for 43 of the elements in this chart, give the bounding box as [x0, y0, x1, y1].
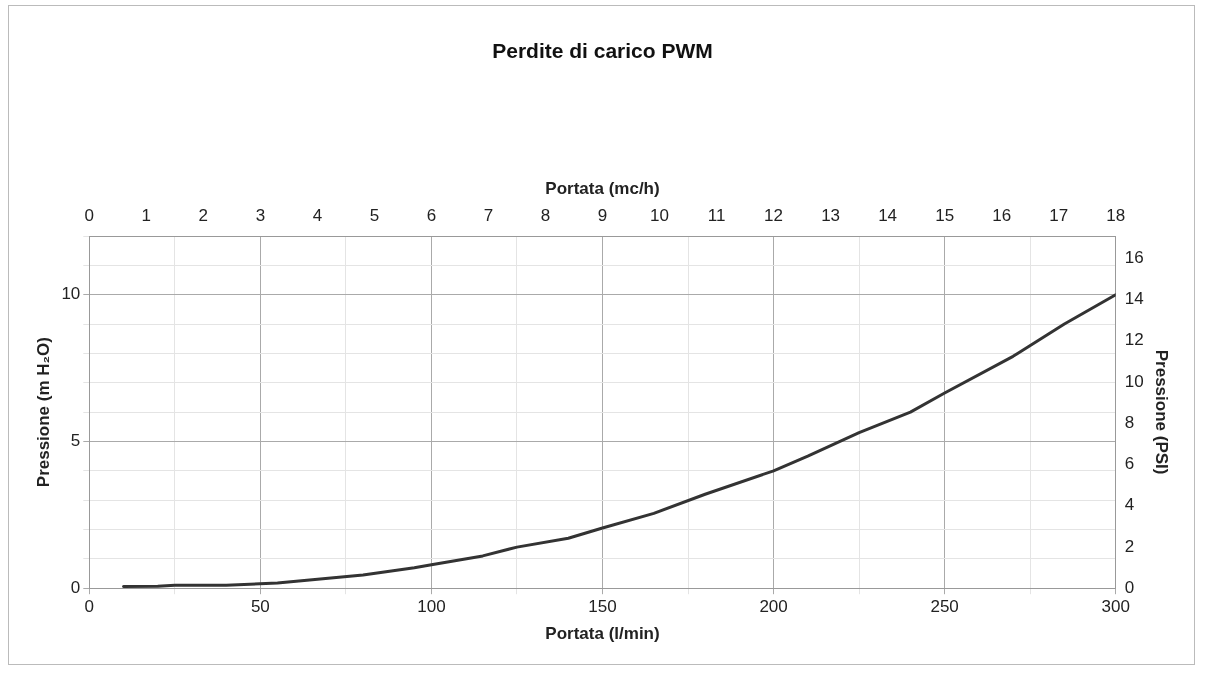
x2-tick-label: 5	[369, 206, 380, 226]
x-tick-label: 0	[84, 597, 95, 617]
x-tick-label: 200	[759, 597, 788, 617]
chart-title: Perdite di carico PWM	[492, 39, 713, 63]
x2-tick-label: 7	[483, 206, 494, 226]
x-tick-label: 300	[1101, 597, 1130, 617]
x2-tick-label: 4	[312, 206, 323, 226]
x2-tick-label: 1	[141, 206, 152, 226]
y2-tick-label: 0	[1124, 577, 1135, 597]
y-tick-label: 0	[70, 577, 81, 597]
y2-tick-label: 2	[1124, 536, 1135, 556]
y2-tick-label: 16	[1124, 247, 1144, 267]
y-axis-title: Pressione (m H₂O)	[33, 337, 53, 488]
y-tick-label: 5	[70, 431, 81, 451]
x2-tick-label: 17	[1049, 206, 1069, 226]
x2-tick-label: 18	[1106, 206, 1126, 226]
x2-tick-label: 10	[650, 206, 669, 226]
x2-tick-label: 13	[821, 206, 841, 226]
y2-axis-title: Pressione (PSI)	[1152, 349, 1172, 475]
x-tick-label: 150	[588, 597, 617, 617]
x-axis-title: Portata (l/min)	[545, 624, 660, 644]
x2-tick-label: 2	[198, 206, 209, 226]
x2-tick-label: 9	[597, 206, 608, 226]
x-tick-label: 250	[930, 597, 959, 617]
x2-tick-label: 3	[255, 206, 266, 226]
x2-axis-title: Portata (mc/h)	[545, 179, 660, 199]
x2-tick-label: 12	[764, 206, 784, 226]
y2-tick-label: 6	[1124, 454, 1135, 474]
y2-tick-label: 14	[1124, 289, 1144, 309]
x2-tick-label: 16	[992, 206, 1012, 226]
x2-tick-label: 8	[540, 206, 551, 226]
x2-tick-label: 6	[426, 206, 437, 226]
x2-tick-label: 0	[84, 206, 95, 226]
y-tick-label: 10	[61, 284, 81, 304]
y2-tick-label: 4	[1124, 495, 1135, 515]
x-tick-label: 100	[417, 597, 446, 617]
y2-tick-label: 10	[1124, 371, 1144, 391]
y2-tick-label: 8	[1124, 412, 1135, 432]
y2-tick-label: 12	[1124, 330, 1144, 350]
x2-tick-label: 11	[707, 206, 726, 226]
x2-tick-label: 15	[935, 206, 955, 226]
x2-tick-label: 14	[878, 206, 898, 226]
x-tick-label: 50	[250, 597, 270, 617]
